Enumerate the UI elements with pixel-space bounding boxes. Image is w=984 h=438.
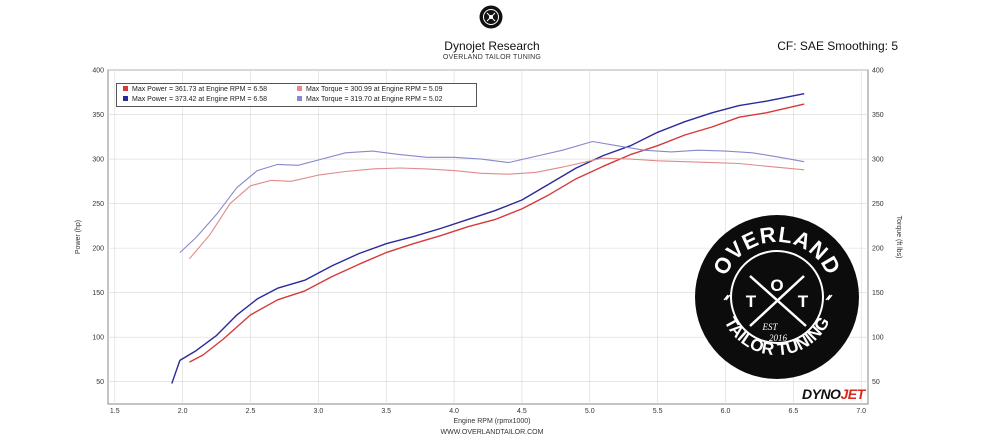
chart-title: Dynojet Research bbox=[444, 39, 540, 53]
logo-bolt-right-icon bbox=[825, 294, 833, 301]
chart-legend: Max Power = 361.73 at Engine RPM = 6.58 … bbox=[116, 83, 477, 107]
correction-factor: CF: SAE Smoothing: 5 bbox=[777, 39, 898, 53]
x-tick-label: 6.5 bbox=[788, 408, 798, 415]
dynojet-brand: DYNOJET bbox=[802, 386, 865, 402]
y-axis-label: Power (hp) bbox=[75, 220, 82, 254]
y2-tick-label: 100 bbox=[872, 335, 884, 342]
y2-tick-label: 200 bbox=[872, 246, 884, 253]
footer-url: WWW.OVERLANDTAILOR.COM bbox=[440, 429, 544, 436]
power-run-1-line bbox=[189, 103, 805, 363]
x-tick-label: 1.5 bbox=[110, 408, 120, 415]
legend-swatch bbox=[123, 96, 128, 101]
x-tick-label: 7.0 bbox=[856, 408, 866, 415]
x-tick-label: 4.0 bbox=[449, 408, 459, 415]
legend-swatch bbox=[297, 96, 302, 101]
torque-run-1-line bbox=[188, 157, 805, 260]
overland-logo: OVERLAND TAILOR TUNING T O T EST 2016 bbox=[695, 215, 859, 379]
y2-tick-label: 150 bbox=[872, 290, 884, 297]
legend-swatch bbox=[297, 86, 302, 91]
y-tick-label: 250 bbox=[92, 201, 104, 208]
y-tick-label: 200 bbox=[92, 246, 104, 253]
y-tick-label: 50 bbox=[96, 379, 104, 386]
brand-part-1: DYNO bbox=[802, 386, 841, 402]
legend-label: Max Torque = 300.99 at Engine RPM = 5.09 bbox=[306, 86, 443, 93]
chart-subtitle: OVERLAND TAILOR TUNING bbox=[442, 54, 542, 61]
y2-axis-label: Torque (ft lbs) bbox=[895, 216, 902, 259]
legend-swatch bbox=[123, 86, 128, 91]
brand-part-2: JET bbox=[840, 386, 865, 402]
x-tick-label: 5.0 bbox=[585, 408, 595, 415]
legend-item: Max Power = 373.42 at Engine RPM = 6.58 bbox=[123, 95, 267, 105]
y-tick-label: 350 bbox=[92, 112, 104, 119]
legend-item: Max Torque = 300.99 at Engine RPM = 5.09 bbox=[297, 85, 442, 95]
y-tick-label: 100 bbox=[92, 335, 104, 342]
torque-run-2-line bbox=[179, 140, 805, 254]
y-tick-label: 400 bbox=[92, 68, 104, 75]
logo-est: EST bbox=[761, 322, 778, 332]
y2-tick-label: 300 bbox=[872, 157, 884, 164]
legend-item: Max Torque = 319.70 at Engine RPM = 5.02 bbox=[297, 95, 442, 105]
y2-tick-label: 50 bbox=[872, 379, 880, 386]
x-tick-label: 3.0 bbox=[313, 408, 323, 415]
x-tick-label: 3.5 bbox=[381, 408, 391, 415]
x-tick-label: 6.0 bbox=[721, 408, 731, 415]
y2-tick-label: 350 bbox=[872, 112, 884, 119]
legend-item: Max Power = 361.73 at Engine RPM = 6.58 bbox=[123, 85, 267, 95]
y2-tick-label: 250 bbox=[872, 201, 884, 208]
x-tick-label: 2.5 bbox=[246, 408, 256, 415]
logo-letter-t-left: T bbox=[746, 292, 757, 311]
y2-tick-label: 400 bbox=[872, 68, 884, 75]
top-emblem-icon bbox=[479, 5, 503, 29]
logo-letter-t-right: T bbox=[798, 292, 809, 311]
power-run-2-line bbox=[171, 93, 805, 384]
legend-label: Max Power = 361.73 at Engine RPM = 6.58 bbox=[132, 86, 268, 93]
x-tick-label: 4.5 bbox=[517, 408, 527, 415]
y-tick-label: 150 bbox=[92, 290, 104, 297]
x-tick-label: 2.0 bbox=[178, 408, 188, 415]
x-tick-label: 5.5 bbox=[653, 408, 663, 415]
logo-year: 2016 bbox=[769, 333, 788, 343]
legend-label: Max Power = 373.42 at Engine RPM = 6.58 bbox=[132, 96, 268, 103]
x-axis-label: Engine RPM (rpmx1000) bbox=[453, 418, 531, 425]
legend-label: Max Torque = 319.70 at Engine RPM = 5.02 bbox=[306, 96, 443, 103]
logo-letter-o: O bbox=[770, 276, 783, 295]
logo-bolt-left-icon bbox=[723, 294, 731, 301]
y-tick-label: 300 bbox=[92, 157, 104, 164]
